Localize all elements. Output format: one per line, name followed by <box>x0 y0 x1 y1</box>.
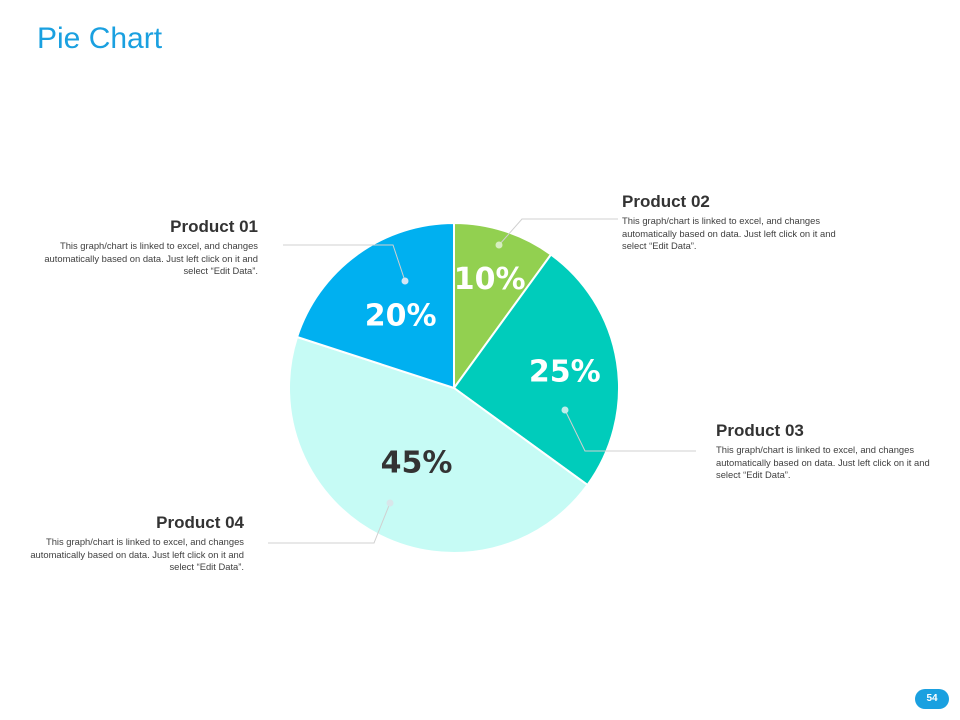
leader-dot-product-02 <box>495 241 503 249</box>
callout-text: This graph/chart is linked to excel, and… <box>716 444 930 481</box>
leader-dot-product-03 <box>561 406 569 414</box>
pie-slice-product-04 <box>288 335 589 554</box>
pie-label-product-04: 45% <box>381 446 453 481</box>
leader-dot-product-04 <box>386 499 394 507</box>
callout-product-01: Product 01 This graph/chart is linked to… <box>38 217 258 278</box>
pie-label-product-02: 10% <box>454 262 526 297</box>
callout-leader-lines <box>268 218 696 544</box>
pie-label-product-03: 25% <box>529 354 601 389</box>
leader-line-product-02 <box>498 218 618 246</box>
pie-slices <box>288 221 621 554</box>
leader-dot-product-01 <box>401 277 409 285</box>
callout-title: Product 01 <box>170 217 258 236</box>
callout-text: This graph/chart is linked to excel, and… <box>44 240 258 277</box>
callout-title: Product 03 <box>716 421 804 440</box>
callout-title: Product 04 <box>156 513 244 532</box>
leader-line-product-04 <box>268 502 391 544</box>
callout-text: This graph/chart is linked to excel, and… <box>30 536 244 573</box>
callout-product-02: Product 02 This graph/chart is linked to… <box>622 192 842 253</box>
leader-line-product-01 <box>283 244 406 282</box>
pie-slice-product-03 <box>452 253 621 487</box>
pie-labels: 10% 25% 45% 20% <box>365 262 601 480</box>
page-number-badge: 54 <box>915 689 949 709</box>
leader-line-product-03 <box>564 409 696 452</box>
pie-label-product-01: 20% <box>365 299 437 334</box>
callout-product-04: Product 04 This graph/chart is linked to… <box>24 513 244 574</box>
callout-title: Product 02 <box>622 192 710 211</box>
slide-title: Pie Chart <box>37 22 163 55</box>
pie-slice-product-01 <box>295 221 455 390</box>
callout-product-03: Product 03 This graph/chart is linked to… <box>716 421 936 482</box>
pie-slice-product-02 <box>453 221 553 392</box>
callout-text: This graph/chart is linked to excel, and… <box>622 215 836 252</box>
